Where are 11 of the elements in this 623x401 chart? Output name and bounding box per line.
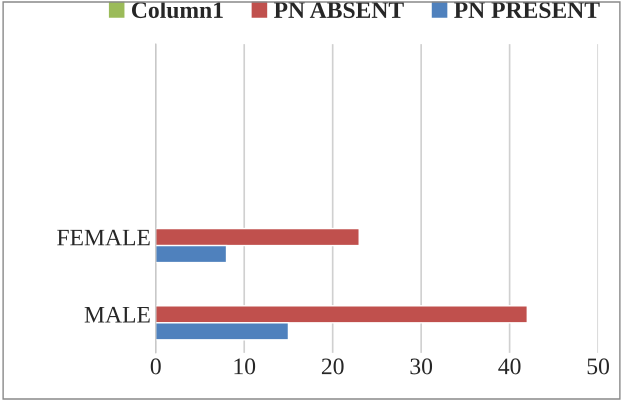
x-tick-label: 10 (234, 358, 256, 374)
x-tick-label: 40 (498, 358, 521, 374)
legend-label: Column1 (132, 1, 223, 18)
legend-label: PN PRESENT (454, 2, 600, 18)
x-tick-label: 0 (150, 358, 161, 374)
y-tick-label: MALE (84, 306, 150, 322)
y-tick-label: FEMALE (57, 230, 150, 246)
legend-label: PN ABSENT (274, 2, 404, 18)
x-tick-label: 30 (410, 358, 432, 374)
x-tick-label: 50 (588, 358, 609, 374)
x-tick-label: 20 (322, 358, 344, 374)
